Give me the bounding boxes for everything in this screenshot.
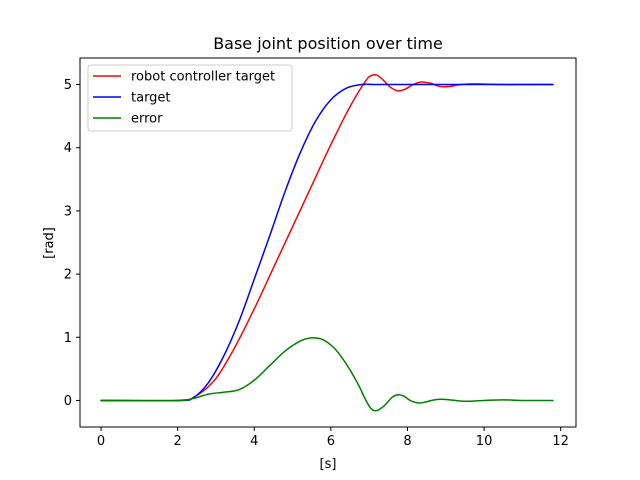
series-line-robot-controller-target [100,73,554,402]
x-axis-label: [s] [320,457,337,472]
y-tick-label: 3 [64,204,72,219]
y-tick-label: 1 [64,331,72,346]
plot-frame [79,57,577,428]
series-layer [100,73,554,412]
series-line-target [100,83,554,402]
x-tick-label: 2 [174,434,182,449]
x-tick-label: 10 [476,434,493,449]
legend: robot controller target target error [87,64,293,132]
y-tick-label: 4 [64,141,72,156]
legend-label-target: target [131,91,171,106]
x-tick-label: 6 [327,434,335,449]
y-axis-label: [rad] [42,227,57,259]
y-tick-label: 2 [64,268,72,283]
chart-title: Base joint position over time [213,34,443,53]
x-tick-label: 8 [403,434,411,449]
y-ticks: 0 1 2 3 4 5 [64,78,80,409]
legend-box [87,64,293,132]
y-tick-label: 5 [64,78,72,93]
legend-label-robot-controller-target: robot controller target [131,70,275,85]
y-tick-label: 0 [64,394,72,409]
x-tick-label: 12 [552,434,569,449]
x-ticks: 0 2 4 6 8 10 12 [97,427,569,449]
x-tick-label: 0 [97,434,105,449]
legend-label-error: error [131,112,163,127]
x-tick-label: 4 [250,434,258,449]
series-line-error [100,337,554,412]
